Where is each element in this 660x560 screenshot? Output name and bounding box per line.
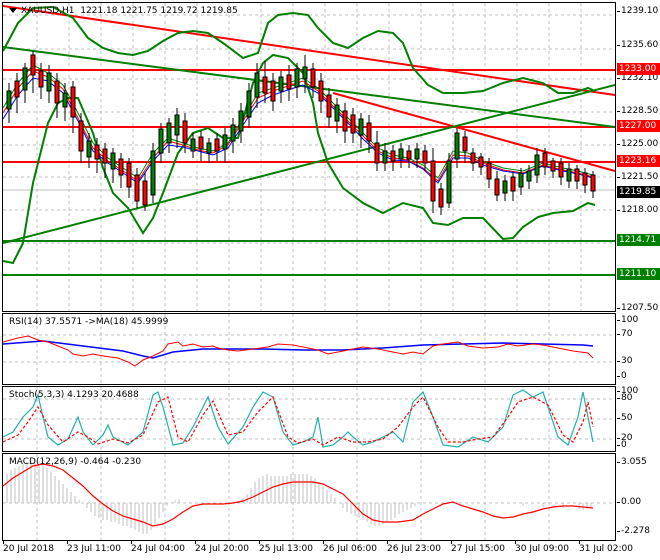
price-tick: 1228.50 xyxy=(616,106,659,116)
rsi-tick: 0 xyxy=(617,371,627,381)
stochastic-axis: 100 80 50 20 0 xyxy=(616,386,660,450)
time-tick: 30 Jul 09:00 xyxy=(515,541,569,554)
price-tick: 1225.00 xyxy=(616,139,659,149)
stochastic-title: Stoch(5,3,3) 4.1293 20.4688 xyxy=(9,390,139,400)
time-tick: 24 Jul 20:00 xyxy=(195,541,249,554)
level-tag-resistance: 1233.00 xyxy=(617,63,660,75)
time-tick: 24 Jul 04:00 xyxy=(131,541,185,554)
macd-canvas xyxy=(3,454,615,540)
price-tick: 1221.50 xyxy=(616,172,659,182)
rsi-axis: 100 70 30 0 xyxy=(616,313,660,383)
time-tick: 27 Jul 15:00 xyxy=(451,541,505,554)
macd-tick: -2.278 xyxy=(616,526,651,536)
rsi-tick: 70 xyxy=(616,329,633,339)
stoch-tick: 0 xyxy=(617,440,627,450)
macd-title: MACD(12,26,9) -0.464 -0.230 xyxy=(9,457,142,467)
current-price-tag: 1219.85 xyxy=(617,186,660,198)
time-tick: 20 Jul 2018 xyxy=(3,541,54,554)
level-tag-resistance: 1223.16 xyxy=(617,155,660,167)
price-tick: 1239.10 xyxy=(616,6,659,16)
time-tick: 26 Jul 06:00 xyxy=(323,541,377,554)
ohlc-values: 1221.18 1221.75 1219.72 1219.85 xyxy=(80,6,238,16)
price-tick: 1218.00 xyxy=(616,205,659,215)
price-tick: 1207.50 xyxy=(616,303,659,313)
time-tick: 23 Jul 11:00 xyxy=(67,541,121,554)
level-tag-support: 1211.10 xyxy=(617,268,660,280)
rsi-tick: 100 xyxy=(616,315,639,325)
stoch-tick: 80 xyxy=(616,393,633,403)
stochastic-pane[interactable]: Stoch(5,3,3) 4.1293 20.4688 xyxy=(2,386,616,452)
level-tag-resistance: 1227.00 xyxy=(617,120,660,132)
macd-pane[interactable]: MACD(12,26,9) -0.464 -0.230 xyxy=(2,453,616,541)
rsi-pane[interactable]: RSI(14) 37.5571 ->MA(18) 45.9999 xyxy=(2,313,616,385)
stoch-tick: 20 xyxy=(616,433,633,443)
stoch-tick: 50 xyxy=(616,413,633,423)
price-axis: 1239.10 1235.60 1232.10 1228.50 1225.00 … xyxy=(616,0,660,313)
time-tick: 25 Jul 13:00 xyxy=(259,541,313,554)
time-axis: 20 Jul 2018 23 Jul 11:00 24 Jul 04:00 24… xyxy=(0,541,633,560)
rsi-title: RSI(14) 37.5571 ->MA(18) 45.9999 xyxy=(9,317,169,327)
collapse-triangle-icon[interactable] xyxy=(9,8,17,13)
symbol-label: XAUUSD,H1 xyxy=(21,6,75,16)
price-tick: 1235.60 xyxy=(616,40,659,50)
price-chart-pane[interactable]: XAUUSD,H1 1221.18 1221.75 1219.72 1219.8… xyxy=(2,2,616,312)
level-tag-support: 1214.71 xyxy=(617,234,660,246)
time-tick: 31 Jul 02:00 xyxy=(579,541,633,554)
symbol-title: XAUUSD,H1 1221.18 1221.75 1219.72 1219.8… xyxy=(9,6,238,16)
price-chart-canvas xyxy=(3,3,615,311)
macd-tick: 3.055 xyxy=(617,457,647,467)
macd-axis: 3.055 0.00 -2.278 xyxy=(616,453,660,539)
rsi-canvas xyxy=(3,314,615,384)
rsi-tick: 30 xyxy=(616,356,633,366)
stoch-tick: 100 xyxy=(616,386,639,396)
macd-tick: 0.00 xyxy=(616,497,642,507)
price-tick: 1232.10 xyxy=(616,73,659,83)
time-tick: 26 Jul 23:00 xyxy=(387,541,441,554)
stochastic-canvas xyxy=(3,387,615,451)
